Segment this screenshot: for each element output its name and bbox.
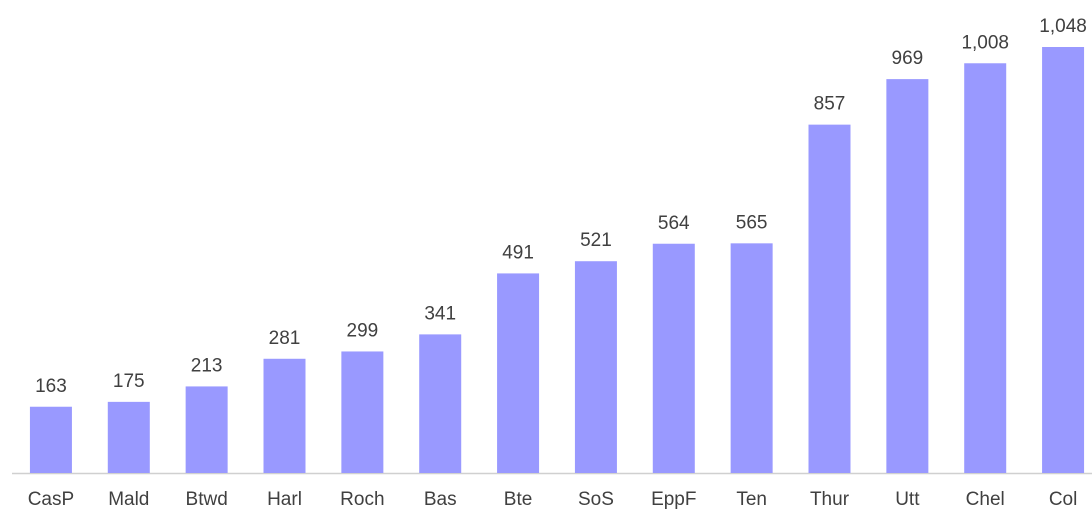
bar (497, 273, 540, 473)
value-label: 175 (113, 371, 145, 392)
x-tick-label: SoS (578, 489, 614, 510)
x-tick-label: Chel (966, 489, 1005, 510)
value-label: 213 (191, 355, 223, 376)
value-label: 564 (658, 213, 690, 234)
bar (886, 79, 929, 473)
bar (107, 401, 150, 473)
value-label: 163 (35, 376, 67, 397)
value-label: 521 (580, 230, 612, 251)
bar (1042, 47, 1085, 473)
value-label: 341 (424, 303, 456, 324)
bar (263, 358, 306, 473)
value-label: 1,048 (1039, 16, 1087, 37)
value-label: 969 (892, 48, 924, 69)
x-tick-label: EppF (651, 489, 696, 510)
x-tick-label: Harl (267, 489, 302, 510)
bar (29, 406, 72, 473)
bar (652, 243, 695, 473)
x-tick-label: Btwd (186, 489, 228, 510)
x-tick-label: Ten (736, 489, 767, 510)
value-label: 299 (347, 320, 379, 341)
value-label: 857 (814, 94, 846, 115)
bar (419, 334, 462, 473)
x-tick-label: Bas (424, 489, 457, 510)
bar (185, 386, 228, 473)
value-label: 565 (736, 212, 768, 233)
value-label: 281 (269, 328, 301, 349)
value-label: 491 (502, 242, 534, 263)
value-label: 1,008 (961, 32, 1009, 53)
bar (341, 351, 384, 473)
x-tick-label: Col (1049, 489, 1078, 510)
x-tick-label: CasP (28, 489, 74, 510)
x-tick-label: Bte (504, 489, 533, 510)
bar (730, 243, 773, 473)
bar (574, 261, 617, 473)
x-tick-label: Thur (810, 489, 850, 510)
bar (808, 124, 851, 473)
bar (964, 63, 1007, 473)
x-tick-label: Roch (340, 489, 384, 510)
x-tick-label: Utt (895, 489, 920, 510)
x-tick-label: Mald (108, 489, 149, 510)
